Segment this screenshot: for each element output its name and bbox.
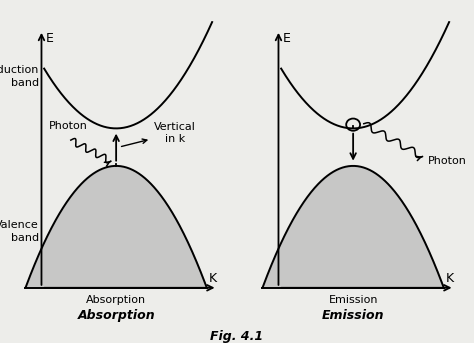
Text: Photon: Photon	[49, 121, 88, 131]
Text: K: K	[445, 272, 453, 285]
Text: Emission: Emission	[322, 309, 384, 322]
Text: Fig. 4.1: Fig. 4.1	[210, 330, 264, 343]
Text: Absorption: Absorption	[86, 295, 146, 305]
Text: Conduction
band: Conduction band	[0, 65, 39, 88]
Text: Vertical
in k: Vertical in k	[121, 122, 196, 146]
Text: Absorption: Absorption	[77, 309, 155, 322]
Text: E: E	[46, 32, 54, 45]
Text: Valence
band: Valence band	[0, 220, 39, 243]
Text: Photon: Photon	[428, 156, 467, 166]
Text: Emission: Emission	[328, 295, 378, 305]
Text: K: K	[208, 272, 216, 285]
Text: E: E	[283, 32, 291, 45]
